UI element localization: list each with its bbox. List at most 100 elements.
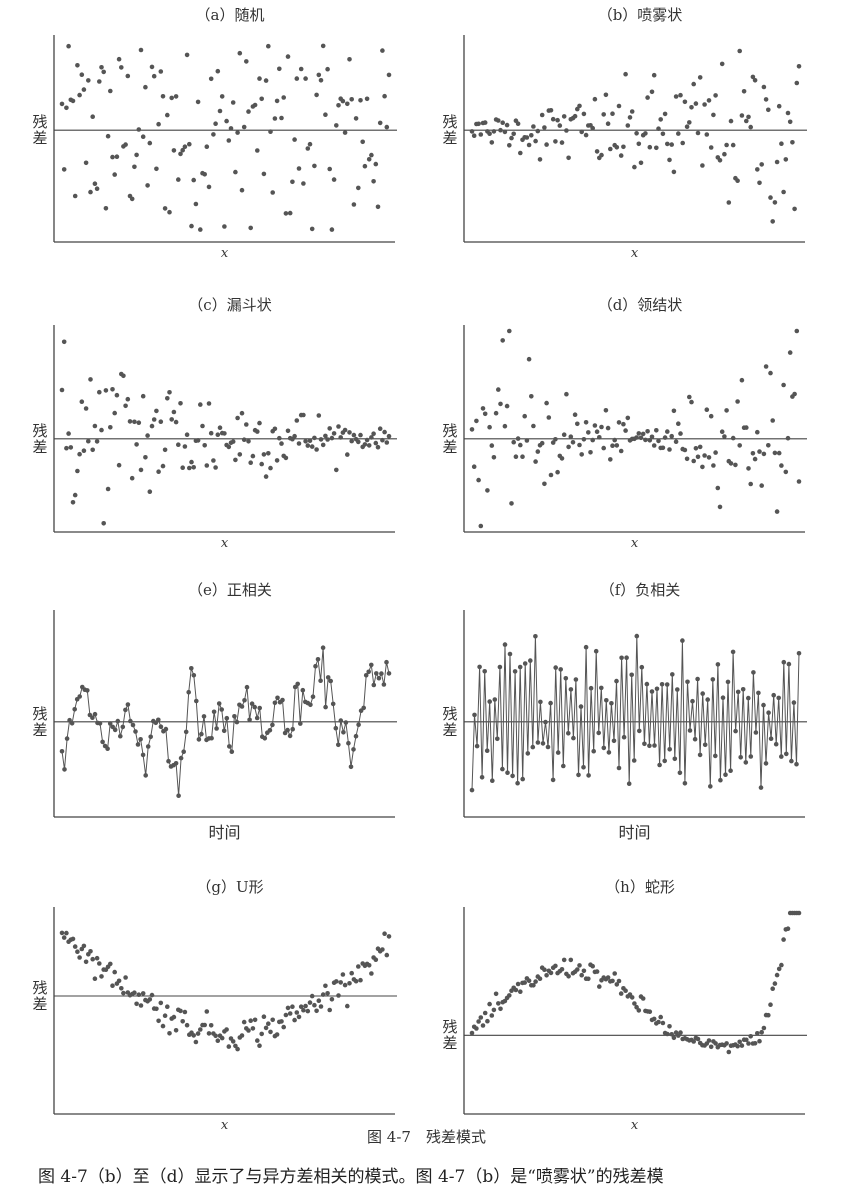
data-point [206, 1031, 212, 1036]
data-point [143, 773, 148, 778]
data-point [70, 500, 76, 505]
data-point [751, 670, 756, 675]
data-point [162, 206, 168, 211]
data-point [77, 92, 82, 98]
panel-title: （e）正相关 [188, 581, 272, 599]
data-point [667, 747, 672, 752]
data-point [97, 389, 102, 395]
data-point [748, 124, 753, 130]
data-point [725, 679, 731, 685]
data-point [645, 95, 650, 100]
data-point [697, 444, 703, 450]
data-point [262, 736, 268, 741]
data-point [658, 117, 663, 122]
data-point [123, 975, 128, 980]
data-point [533, 138, 538, 144]
data-point [316, 998, 322, 1003]
data-point [491, 455, 497, 460]
data-point [287, 733, 293, 739]
data-point [167, 1031, 172, 1036]
data-point [781, 659, 787, 665]
data-point [766, 710, 771, 715]
data-point [726, 1049, 732, 1055]
data-point [670, 672, 675, 677]
data-point [261, 1014, 267, 1019]
data-point [794, 328, 800, 334]
data-point [244, 422, 249, 427]
data-point [772, 981, 778, 986]
data-point [636, 1008, 642, 1013]
data-point [550, 440, 556, 445]
data-point [296, 1014, 302, 1020]
data-point [320, 992, 326, 997]
data-point [693, 446, 699, 451]
data-point [476, 477, 481, 483]
data-point [568, 687, 574, 692]
data-point [750, 74, 756, 80]
data-point [493, 991, 499, 997]
data-point [687, 120, 692, 125]
data-point [351, 202, 357, 207]
data-point [581, 437, 587, 442]
data-point [208, 430, 214, 436]
data-point [577, 442, 582, 448]
data-point [689, 399, 694, 405]
data-point [327, 1007, 333, 1013]
data-point [229, 749, 235, 754]
data-point [120, 724, 126, 730]
data-point [656, 438, 661, 444]
data-point [520, 776, 525, 782]
data-point [204, 144, 210, 149]
data-point [259, 461, 264, 467]
data-point [294, 76, 300, 81]
data-point [708, 784, 713, 789]
data-point [535, 128, 541, 134]
data-point [252, 704, 257, 710]
data-point [230, 1039, 236, 1044]
data-point [148, 734, 153, 740]
data-point [713, 1041, 718, 1046]
data-point [766, 443, 771, 448]
data-point [72, 492, 78, 498]
x-axis-label: x [220, 246, 229, 261]
data-point [178, 755, 184, 761]
data-point [605, 425, 611, 431]
data-point [505, 770, 510, 775]
data-point [257, 705, 262, 711]
data-point [154, 166, 159, 172]
data-point [695, 1036, 701, 1042]
data-point [496, 387, 501, 392]
data-point [343, 720, 349, 725]
data-point [755, 429, 760, 435]
data-point [566, 155, 571, 161]
data-point [194, 698, 199, 704]
data-point [671, 169, 677, 175]
data-point [632, 164, 637, 170]
data-point [114, 154, 120, 159]
data-point [290, 726, 296, 732]
data-point [285, 1005, 291, 1011]
data-point [469, 1030, 475, 1036]
data-point [356, 722, 361, 727]
data-point [75, 949, 80, 954]
data-point [625, 415, 631, 421]
data-point [672, 756, 678, 762]
data-point [485, 488, 490, 493]
data-point [474, 418, 479, 424]
data-point [351, 747, 356, 752]
data-point [176, 177, 181, 182]
data-point [377, 426, 383, 431]
data-point [700, 464, 705, 470]
data-point [222, 224, 227, 229]
data-point [665, 141, 670, 147]
data-point [366, 443, 372, 448]
data-point [476, 121, 481, 127]
data-point [704, 132, 710, 137]
data-point [184, 52, 190, 58]
data-point [309, 993, 315, 999]
data-point [786, 661, 792, 667]
data-point [191, 465, 196, 470]
data-point [279, 441, 284, 446]
data-point [773, 741, 779, 747]
data-point [555, 750, 561, 755]
